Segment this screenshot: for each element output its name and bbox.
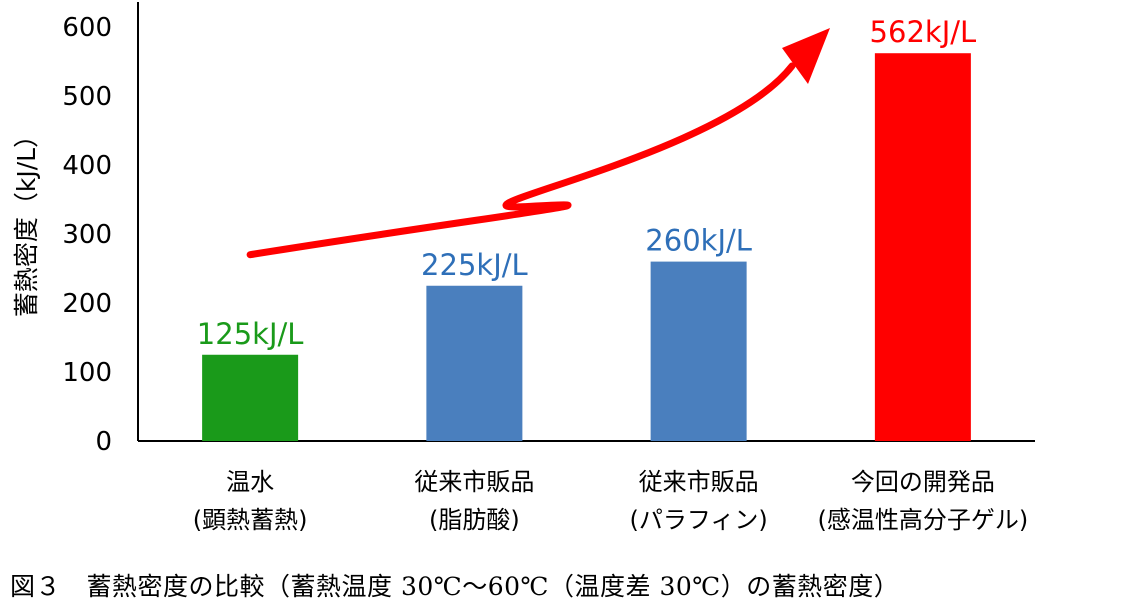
y-tick-label: 200 xyxy=(62,289,112,319)
data-labels: 125kJ/L 225kJ/L 260kJ/L 562kJ/L xyxy=(197,15,976,351)
data-label: 260kJ/L xyxy=(645,224,752,258)
y-tick-label: 500 xyxy=(62,82,112,112)
y-tick-label: 400 xyxy=(62,151,112,181)
category-label: (パラフィン) xyxy=(630,506,768,534)
y-tick-label: 100 xyxy=(62,358,112,388)
trend-arrow-line xyxy=(246,62,796,259)
figure-caption: 図３ 蓄熱密度の比較（蓄熱温度 30℃～60℃（温度差 30℃）の蓄熱密度） xyxy=(10,572,900,601)
category-label: (顕熱蓄熱) xyxy=(193,506,308,534)
bar xyxy=(650,261,747,441)
y-tick-label: 300 xyxy=(62,220,112,250)
data-label: 225kJ/L xyxy=(421,248,528,282)
y-tick-label: 600 xyxy=(62,13,112,43)
data-label: 562kJ/L xyxy=(870,15,977,49)
bar xyxy=(202,354,299,441)
data-label: 125kJ/L xyxy=(197,317,304,351)
bar-chart: 0 100 200 300 400 500 600 125kJ/L 225kJ/L 260kJ/… xyxy=(12,2,1035,534)
category-labels: 温水 (顕熱蓄熱) 従来市販品 (脂肪酸) 従来市販品 (パラフィン) 今回の開発品 (感温性… xyxy=(193,468,1028,534)
trend-arrow xyxy=(246,28,830,259)
category-label: 従来市販品 xyxy=(414,468,534,496)
y-axis-ticks: 0 100 200 300 400 500 600 xyxy=(62,13,112,457)
y-axis-label: 蓄熱密度（kJ/L） xyxy=(12,123,41,317)
category-label: 従来市販品 xyxy=(639,468,759,496)
category-label: (感温性高分子ゲル) xyxy=(818,506,1029,534)
bar xyxy=(426,285,523,441)
bars xyxy=(202,53,971,441)
category-label: 今回の開発品 xyxy=(851,468,995,496)
category-label: (脂肪酸) xyxy=(429,506,520,534)
y-tick-label: 0 xyxy=(95,427,112,457)
bar xyxy=(874,53,971,441)
category-label: 温水 xyxy=(226,468,274,496)
trend-arrow-head xyxy=(782,28,830,84)
